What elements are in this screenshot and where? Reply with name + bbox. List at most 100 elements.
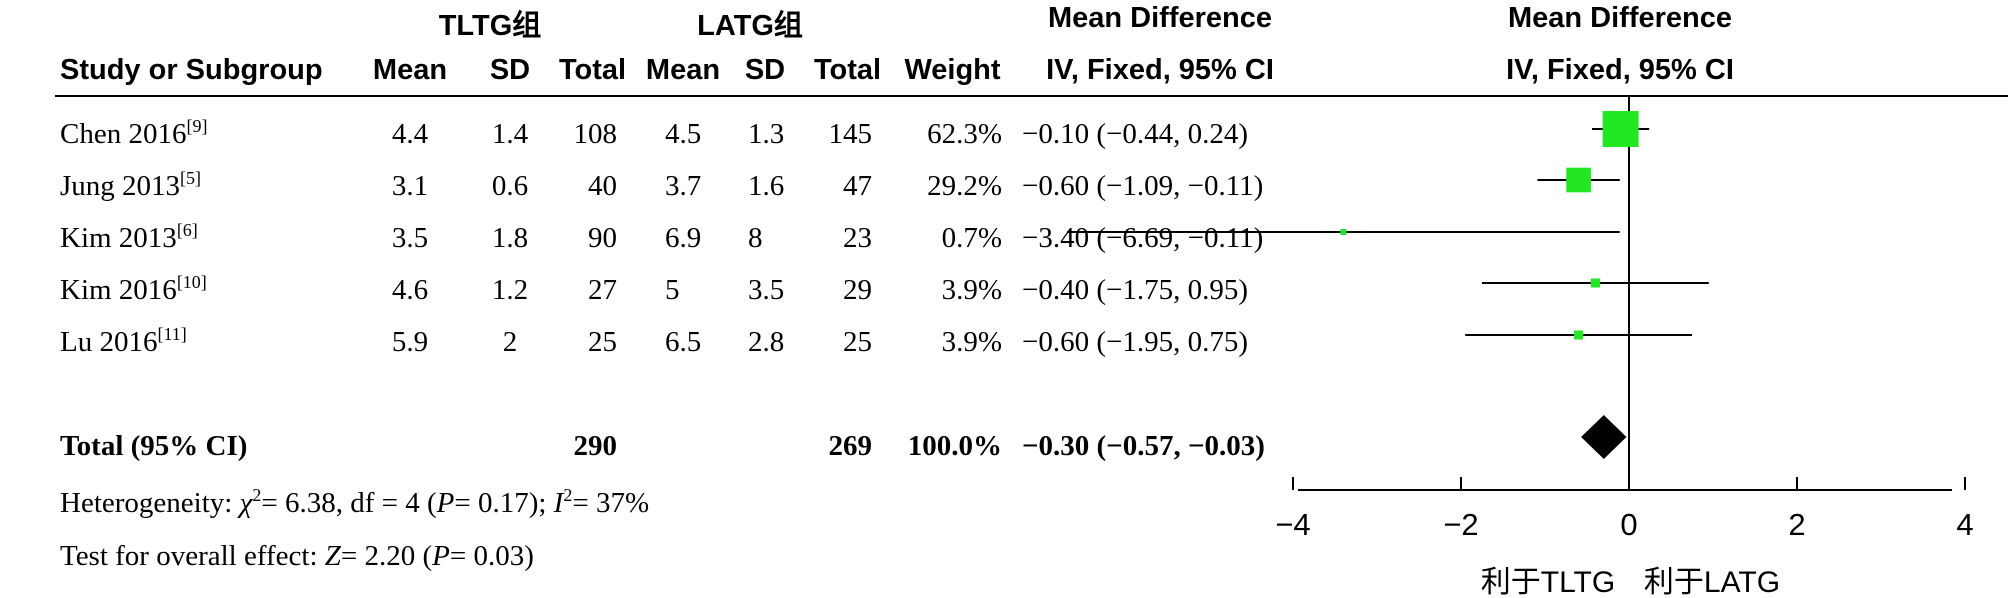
group1-header: TLTG组	[438, 10, 542, 42]
overall-effect-line: Test for overall effect: Z= 2.20 (P= 0.0…	[60, 540, 534, 573]
sd1-cell: 0.6	[491, 170, 529, 202]
sd1-cell: 1.8	[491, 222, 529, 254]
ci-cell: −0.60 (−1.95, 0.75)	[1022, 326, 1249, 358]
total1-cell: 25	[588, 326, 617, 358]
x-tick-label: 4	[1956, 507, 1973, 542]
study-name: Kim 2016	[60, 274, 177, 306]
ci-cell: −3.40 (−6.69, −0.11)	[1022, 222, 1264, 254]
ci-header: IV, Fixed, 95% CI	[1046, 54, 1274, 86]
total1-cell: 108	[573, 118, 618, 150]
heterogeneity-line: Heterogeneity: χ2= 6.38, df = 4 (P= 0.17…	[60, 485, 650, 519]
total2-sum: 269	[828, 430, 873, 462]
total1-sum: 290	[573, 430, 618, 462]
study-ref: [10]	[176, 272, 207, 292]
mean2-cell: 5	[665, 274, 680, 306]
weight-cell: 0.7%	[941, 222, 1002, 254]
overall-p-text: = 0.03)	[449, 540, 534, 572]
sd1-cell: 1.2	[491, 274, 529, 306]
md-header: Mean Difference	[1047, 2, 1272, 34]
mean1-cell: 4.6	[391, 274, 429, 306]
weight-cell: 62.3%	[927, 118, 1002, 150]
chi-symbol: χ	[239, 487, 253, 519]
sd2-cell: 3.5	[748, 274, 785, 306]
mean2-cell: 6.5	[665, 326, 702, 358]
study-name: Lu 2016	[60, 326, 158, 358]
weight-cell: 3.9%	[941, 274, 1002, 306]
total-weight: 100.0%	[907, 430, 1002, 462]
sd2-header: SD	[744, 54, 786, 86]
sd2-cell: 8	[748, 222, 763, 254]
mean1-cell: 4.4	[391, 118, 429, 150]
table-row: Kim 2016[10]	[60, 272, 207, 307]
i-text: = 37%	[572, 487, 650, 519]
mean1-header: Mean	[372, 54, 448, 86]
study-column-header: Study or Subgroup	[60, 54, 323, 86]
x-tick-label: 2	[1788, 507, 1805, 542]
total2-cell: 29	[843, 274, 872, 306]
weight-cell: 29.2%	[927, 170, 1002, 202]
p-symbol: P	[436, 487, 455, 519]
group2-header: LATG组	[697, 10, 803, 42]
total1-cell: 40	[588, 170, 617, 202]
sd2-cell: 1.3	[748, 118, 785, 150]
favours-right-label: 利于LATG	[1644, 566, 1780, 598]
ci-cell: −0.10 (−0.44, 0.24)	[1022, 118, 1249, 150]
mean2-cell: 4.5	[665, 118, 702, 150]
table-row: Jung 2013[5]	[60, 168, 202, 203]
md-plot-header: Mean Difference	[1507, 2, 1732, 34]
total2-header: Total	[813, 54, 882, 86]
sd2-cell: 2.8	[748, 326, 785, 358]
study-ref: [11]	[157, 324, 187, 344]
mean2-cell: 6.9	[665, 222, 702, 254]
mean2-cell: 3.7	[665, 170, 702, 202]
ci-cell: −0.60 (−1.09, −0.11)	[1022, 170, 1264, 202]
study-ref: [6]	[176, 220, 198, 240]
x-axis-ticks: −4 −2 0 2 4	[1275, 477, 1974, 542]
study-ref: [5]	[180, 168, 202, 188]
study-marker	[1590, 278, 1600, 288]
pooled-diamond	[1581, 415, 1627, 459]
sd2-cell: 1.6	[748, 170, 785, 202]
study-marker	[1340, 229, 1347, 235]
sd1-cell: 2	[502, 326, 518, 358]
total2-cell: 25	[843, 326, 872, 358]
ci-cell: −0.40 (−1.75, 0.95)	[1022, 274, 1249, 306]
mean1-cell: 3.5	[391, 222, 429, 254]
total2-cell: 145	[828, 118, 873, 150]
overall-p-symbol: P	[432, 540, 450, 572]
sd1-header: SD	[489, 54, 531, 86]
sd1-cell: 1.4	[491, 118, 529, 150]
plot-ci-header: IV, Fixed, 95% CI	[1506, 54, 1734, 86]
total1-cell: 27	[588, 274, 617, 306]
table-row: Chen 2016[9]	[60, 116, 208, 151]
ci-lines	[1067, 128, 1709, 336]
mean1-cell: 3.1	[391, 170, 429, 202]
mean1-cell: 5.9	[391, 326, 429, 358]
total2-cell: 23	[843, 222, 872, 254]
total-ci: −0.30 (−0.57, −0.03)	[1022, 430, 1265, 462]
x-tick-label: 0	[1620, 507, 1637, 542]
favours-left-label: 利于TLTG	[1481, 566, 1615, 598]
p-text: = 0.17);	[454, 487, 554, 519]
total1-cell: 90	[588, 222, 617, 254]
total1-header: Total	[558, 54, 627, 86]
weight-cell: 3.9%	[941, 326, 1002, 358]
study-markers	[1340, 111, 1639, 340]
z-symbol: Z	[324, 540, 341, 572]
study-name: Jung 2013	[60, 170, 181, 202]
study-ref: [9]	[186, 116, 208, 136]
study-marker	[1574, 330, 1584, 340]
study-marker	[1566, 167, 1591, 193]
study-name: Chen 2016	[60, 118, 187, 150]
overall-prefix: Test for overall effect:	[60, 540, 325, 572]
weight-header: Weight	[904, 54, 1001, 86]
total2-cell: 47	[843, 170, 872, 202]
study-marker	[1602, 111, 1639, 147]
table-row: Kim 2013[6]	[60, 220, 198, 255]
total-label: Total (95% CI)	[60, 430, 248, 462]
x-tick-label: −2	[1443, 507, 1478, 542]
i-symbol: I	[553, 487, 564, 519]
heterogeneity-prefix: Heterogeneity:	[60, 487, 240, 519]
table-row: Lu 2016[11]	[60, 324, 187, 359]
